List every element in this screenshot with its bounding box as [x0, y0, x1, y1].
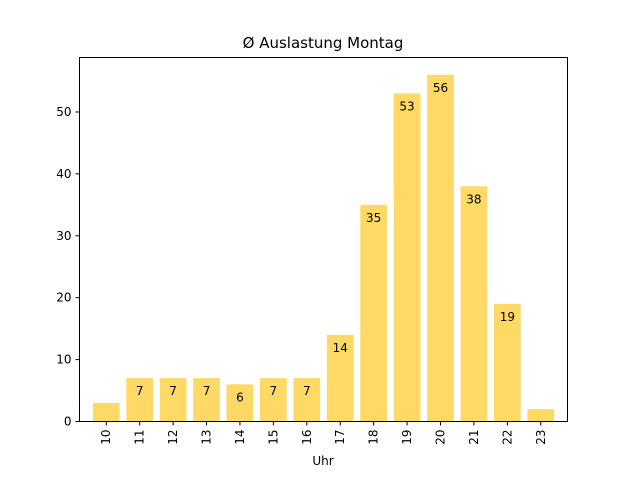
data-label-16: 7	[303, 384, 311, 398]
data-label-19: 53	[399, 99, 414, 113]
chart-title: Ø Auslastung Montag	[243, 34, 404, 52]
x-tick-label-23: 23	[534, 430, 548, 445]
y-tick-label-20: 20	[56, 291, 71, 305]
data-label-18: 35	[366, 211, 381, 225]
x-tick-label-17: 17	[333, 430, 347, 445]
y-tick-label-40: 40	[56, 167, 71, 181]
x-tick-label-15: 15	[266, 430, 280, 445]
bar-15	[259, 378, 287, 422]
x-tick-label-10: 10	[99, 430, 113, 445]
bar-22	[493, 303, 521, 422]
x-tick-label-21: 21	[467, 430, 481, 445]
bar-18	[360, 204, 388, 422]
x-axis-ticks: 10 11 12 13 14 15 16 17 18 19 20 21 22 23	[99, 421, 548, 445]
data-label-11: 7	[136, 384, 144, 398]
x-tick-label-11: 11	[133, 430, 147, 445]
x-tick-label-22: 22	[500, 430, 514, 445]
data-label-17: 14	[333, 341, 348, 355]
y-tick-label-10: 10	[56, 353, 71, 367]
bar-10	[92, 402, 120, 422]
data-label-12: 7	[169, 384, 177, 398]
plot-frame	[79, 57, 568, 422]
bar-19	[393, 93, 421, 422]
x-tick-label-20: 20	[433, 430, 447, 445]
data-label-13: 7	[203, 384, 211, 398]
y-tick-label-0: 0	[64, 415, 72, 429]
data-label-21: 38	[466, 192, 481, 206]
bar-16	[293, 378, 321, 422]
data-label-15: 7	[270, 384, 278, 398]
bar-20	[427, 74, 454, 422]
data-label-14: 6	[236, 390, 244, 404]
x-axis-label: Uhr	[312, 454, 333, 468]
x-tick-label-14: 14	[233, 430, 247, 445]
data-labels-group: 7 7 7 6 7 7 14 35 53 56 38 19	[136, 81, 515, 405]
x-tick-label-18: 18	[367, 430, 381, 445]
x-tick-label-16: 16	[300, 430, 314, 445]
bar-13	[193, 378, 220, 422]
data-label-22: 19	[500, 310, 515, 324]
bar-23	[527, 409, 555, 422]
y-tick-label-50: 50	[56, 105, 71, 119]
bars-group	[92, 74, 555, 422]
bar-14	[226, 384, 254, 422]
bar-11	[126, 378, 154, 422]
x-tick-label-19: 19	[400, 430, 414, 445]
bar-12	[159, 378, 187, 422]
data-label-20: 56	[433, 81, 448, 95]
bar-17	[326, 334, 354, 422]
y-tick-label-30: 30	[56, 229, 71, 243]
x-tick-label-13: 13	[200, 430, 214, 445]
bar-21	[460, 186, 488, 422]
x-tick-label-12: 12	[166, 430, 180, 445]
y-axis-ticks: 0 10 20 30 40 50	[56, 105, 80, 429]
